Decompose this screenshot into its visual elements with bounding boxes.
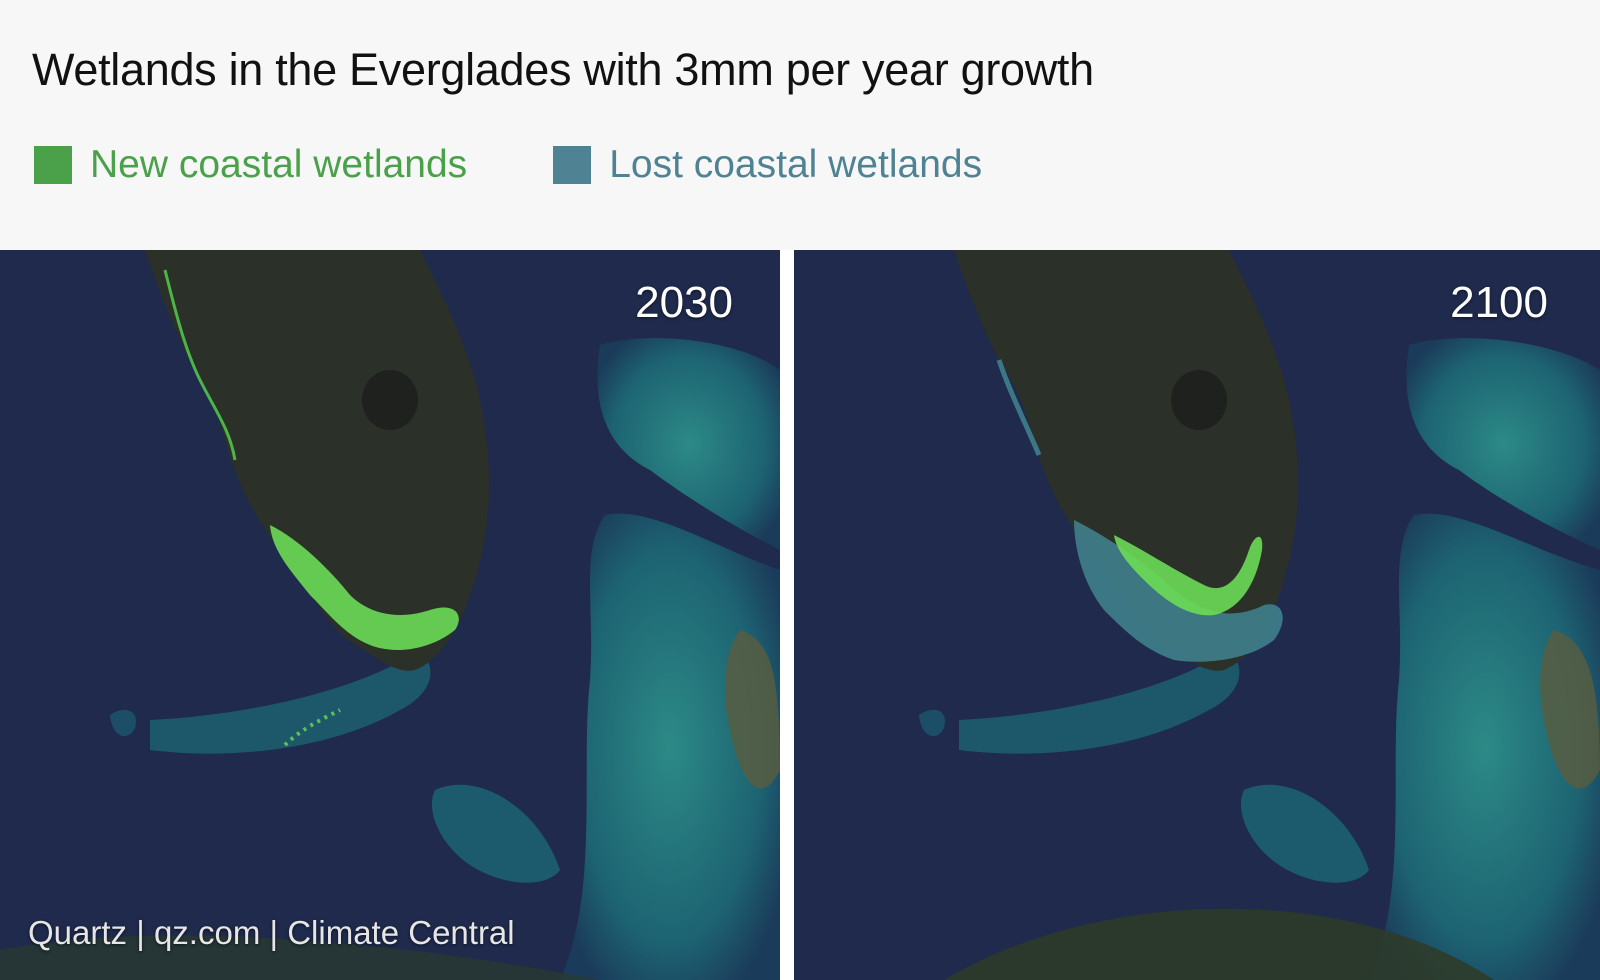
legend-label-lost: Lost coastal wetlands bbox=[609, 143, 983, 186]
lake-okeechobee bbox=[1171, 370, 1227, 430]
legend-swatch-lost bbox=[553, 146, 592, 184]
legend-label-new: New coastal wetlands bbox=[90, 143, 468, 186]
dry-tortugas bbox=[919, 709, 945, 737]
bahamas-bank-north bbox=[597, 338, 780, 550]
cay-sal-bank bbox=[1240, 784, 1369, 883]
bahamas-bank-north bbox=[1406, 338, 1600, 550]
year-label-2100: 2100 bbox=[1450, 278, 1548, 327]
map-panel-2030: 2030 Quartz | qz.com | Climate Central bbox=[0, 250, 780, 980]
source-credit: Quartz | qz.com | Climate Central bbox=[28, 914, 515, 951]
header: Wetlands in the Everglades with 3mm per … bbox=[0, 0, 1600, 250]
map-2030 bbox=[0, 250, 780, 980]
map-2100 bbox=[794, 250, 1600, 980]
andros-island bbox=[1540, 630, 1600, 789]
new-wetlands-keys bbox=[283, 708, 341, 747]
florida-keys-shallows bbox=[959, 650, 1240, 754]
new-wetlands-area bbox=[1114, 535, 1263, 616]
legend-item-new: New coastal wetlands bbox=[34, 143, 467, 187]
map-panel-2100: 2100 bbox=[794, 250, 1600, 980]
cay-sal-bank bbox=[431, 784, 560, 883]
florida-peninsula bbox=[954, 250, 1299, 671]
florida-keys-shallows bbox=[150, 650, 431, 754]
cuba-coast bbox=[0, 935, 600, 980]
chart-title: Wetlands in the Everglades with 3mm per … bbox=[32, 44, 1094, 95]
andros-island bbox=[724, 630, 780, 789]
gulf-coast-fringe bbox=[163, 269, 237, 461]
lake-okeechobee bbox=[362, 370, 418, 430]
great-bahama-bank bbox=[560, 513, 780, 980]
great-bahama-bank bbox=[1369, 513, 1600, 980]
legend: New coastal wetlands Lost coastal wetlan… bbox=[34, 140, 1068, 190]
florida-peninsula bbox=[145, 250, 490, 671]
legend-item-lost: Lost coastal wetlands bbox=[553, 143, 982, 187]
panel-divider bbox=[780, 250, 794, 980]
lost-wetlands-gulf-coast bbox=[996, 359, 1042, 456]
year-label-2030: 2030 bbox=[635, 278, 733, 327]
dry-tortugas bbox=[110, 709, 136, 737]
new-wetlands-area bbox=[270, 525, 459, 650]
cuba-coast bbox=[944, 908, 1494, 980]
legend-swatch-new bbox=[34, 146, 72, 184]
